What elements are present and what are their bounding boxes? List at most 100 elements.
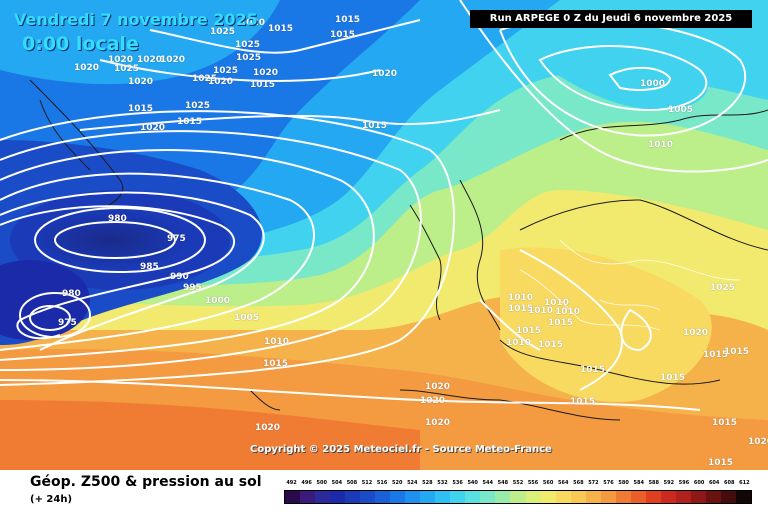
pressure-label: 1020	[372, 69, 398, 79]
pressure-label: 1015	[538, 340, 564, 350]
legend-value: 492	[286, 480, 297, 486]
legend-value: 588	[648, 480, 660, 486]
legend-value: 528	[422, 480, 433, 486]
color-scale-legend: 492 496 500 504 508 512 516 520 524 528 532 536 540 5…	[284, 480, 752, 506]
legend-value: 532	[437, 480, 448, 486]
pressure-label: 1025	[192, 74, 218, 84]
legend-color-cell	[345, 491, 361, 503]
legend-color-cell	[675, 491, 691, 503]
pressure-label: 1025	[185, 101, 211, 111]
pressure-label: 1020	[140, 123, 166, 133]
pressure-label: 1005	[234, 313, 260, 323]
legend-color-cell	[525, 491, 541, 503]
model-run-label: Run ARPEGE 0 Z du Jeudi 6 novembre 2025	[470, 10, 752, 28]
forecast-lead-time: (+ 24h)	[30, 494, 73, 505]
legend-value: 524	[407, 480, 418, 486]
pressure-label: 1020	[108, 55, 134, 65]
pressure-label: 1015	[268, 24, 294, 34]
legend-color-cell	[375, 491, 391, 503]
legend-color-cell	[405, 491, 421, 503]
legend-value: 592	[663, 480, 675, 486]
pressure-label: 1025	[213, 66, 239, 76]
legend-color-cell	[735, 491, 751, 503]
pressure-label: 995	[183, 283, 202, 293]
pressure-label: 1020	[137, 55, 163, 65]
forecast-date: Vendredi 7 novembre 2025	[14, 10, 258, 29]
pressure-label: 1015	[580, 365, 606, 375]
pressure-label: 1025	[710, 283, 736, 293]
legend-color-cell	[300, 491, 316, 503]
isobars	[0, 0, 768, 411]
legend-color-cell	[660, 491, 676, 503]
legend-value: 500	[316, 480, 327, 486]
pressure-label: 1015	[177, 117, 203, 127]
legend-color-cell	[360, 491, 376, 503]
legend-color-cell	[495, 491, 511, 503]
legend-color-cell	[690, 491, 706, 503]
pressure-label: 1010	[264, 337, 290, 347]
legend-color-cell	[720, 491, 736, 503]
forecast-time: 0:00 locale	[22, 33, 139, 55]
weather-map: 1025 1025 1015 1015 1020 1020 1025 1020 …	[0, 0, 768, 470]
pressure-label: 985	[140, 262, 159, 272]
pressure-label: 1015	[508, 304, 534, 314]
legend-value: 576	[603, 480, 614, 486]
legend-value: 556	[527, 480, 539, 486]
pressure-label: 1015	[250, 80, 276, 90]
pressure-label: 1015	[708, 458, 734, 468]
legend-color-cell	[600, 491, 616, 503]
legend-color-cell	[705, 491, 721, 503]
legend-color-cell	[585, 491, 601, 503]
legend-value: 496	[301, 480, 312, 486]
pressure-label: 975	[167, 234, 186, 244]
legend-value: 572	[588, 480, 599, 486]
pressure-label: 1000	[640, 79, 666, 89]
legend-color-cell	[390, 491, 406, 503]
pressure-label: 1010	[648, 140, 674, 150]
pressure-label: 1020	[160, 55, 186, 65]
pressure-label: 1015	[712, 418, 738, 428]
pressure-label: 1020	[240, 18, 266, 28]
legend-color-cell	[465, 491, 481, 503]
pressure-label: 1025	[114, 64, 140, 74]
legend-color-cells	[284, 490, 752, 504]
legend-color-cell	[645, 491, 661, 503]
pressure-label: 1015	[516, 326, 542, 336]
legend-value: 548	[497, 480, 509, 486]
legend-value: 600	[693, 480, 705, 486]
pressure-label: 1020	[683, 328, 709, 338]
legend-labels: 492 496 500 504 508 512 516 520 524 528 532 536 540 5…	[284, 480, 752, 489]
legend-value: 612	[739, 480, 750, 486]
legend-value: 604	[708, 480, 720, 486]
legend-color-cell	[330, 491, 346, 503]
legend-color-cell	[435, 491, 451, 503]
pressure-label: 1010	[506, 338, 532, 348]
pressure-label: 1015	[330, 30, 356, 40]
legend-value: 516	[376, 480, 388, 486]
map-canvas	[0, 0, 768, 470]
pressure-label: 1025	[235, 40, 261, 50]
pressure-label: 1010	[528, 306, 554, 316]
legend-value: 552	[512, 480, 524, 486]
pressure-label: 1015	[263, 359, 289, 369]
pressure-label: 1000	[205, 296, 231, 306]
legend-color-cell	[540, 491, 556, 503]
legend-color-cell	[630, 491, 646, 503]
legend-color-cell	[615, 491, 631, 503]
legend-value: 568	[573, 480, 584, 486]
legend-color-cell	[420, 491, 436, 503]
legend-value: 508	[346, 480, 358, 486]
legend-value: 564	[558, 480, 569, 486]
pressure-label: 1020	[74, 63, 100, 73]
legend-color-cell	[450, 491, 466, 503]
pressure-label: 1020	[425, 418, 451, 428]
pressure-label: 1015	[335, 15, 361, 25]
pressure-label: 1020	[420, 396, 446, 406]
pressure-label: 1020	[128, 77, 154, 87]
pressure-label: 1020	[748, 437, 768, 447]
pressure-label: 1015	[362, 121, 388, 131]
pressure-label: 980	[108, 214, 127, 224]
pressure-label: 1015	[128, 104, 154, 114]
legend-value: 584	[633, 480, 644, 486]
pressure-label: 1015	[570, 397, 596, 407]
